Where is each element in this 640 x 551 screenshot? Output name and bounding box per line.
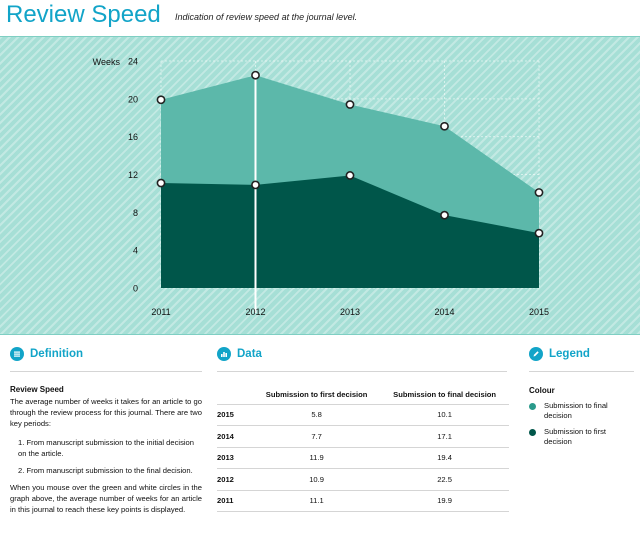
cell-final-decision: 22.5 bbox=[380, 468, 509, 491]
y-tick-label: 16 bbox=[128, 132, 138, 142]
legend-header: Legend bbox=[529, 345, 634, 363]
divider bbox=[217, 371, 507, 372]
cell-first-decision: 11.9 bbox=[253, 447, 381, 469]
y-tick-label: 20 bbox=[128, 94, 138, 104]
cell-final-decision: 19.9 bbox=[380, 490, 509, 512]
y-tick-label: 24 bbox=[128, 57, 138, 67]
definition-header: Definition bbox=[10, 345, 202, 363]
column-header: Submission to first decision bbox=[253, 385, 381, 405]
table-row: 2012 10.9 22.5 bbox=[217, 468, 509, 491]
point-final-decision bbox=[534, 188, 544, 197]
cell-first-decision: 11.1 bbox=[253, 490, 381, 512]
pencil-icon bbox=[529, 347, 543, 361]
cell-final-decision: 19.4 bbox=[380, 447, 509, 469]
divider bbox=[10, 371, 202, 372]
row-year: 2015 bbox=[217, 404, 253, 426]
table-row: 2013 11.9 19.4 bbox=[217, 447, 509, 469]
cell-first-decision: 10.9 bbox=[253, 468, 381, 491]
row-year: 2014 bbox=[217, 425, 253, 448]
definition-list: 1. From manuscript submission to the ini… bbox=[10, 437, 202, 476]
legend-colour-label: Colour bbox=[529, 386, 555, 395]
row-year: 2012 bbox=[217, 468, 253, 491]
definition-footer: When you mouse over the green and white … bbox=[10, 483, 202, 514]
chart-area: 0 4 8 12 16 20 24 Weeks 2011 2012 2013 2014 2015 bbox=[0, 36, 640, 335]
y-tick-label: 8 bbox=[133, 208, 138, 218]
header: Review Speed Indication of review speed … bbox=[0, 0, 640, 36]
point-first-decision bbox=[534, 228, 544, 238]
cell-final-decision: 10.1 bbox=[380, 404, 509, 426]
row-year: 2011 bbox=[217, 490, 253, 512]
point-first-decision bbox=[251, 180, 260, 190]
table-row: 2014 7.7 17.1 bbox=[217, 425, 509, 448]
data-header: Data bbox=[217, 345, 507, 363]
list-icon bbox=[10, 347, 24, 361]
legend-label: Submission to final decision bbox=[544, 401, 608, 420]
legend-item-final: Submission to final decision bbox=[529, 401, 634, 421]
point-final-decision bbox=[251, 70, 260, 80]
page-title: Review Speed bbox=[6, 1, 161, 28]
table-header-row: Submission to first decision Submission … bbox=[217, 385, 509, 405]
legend-title: Legend bbox=[549, 348, 590, 360]
table-row: 2011 11.1 19.9 bbox=[217, 490, 509, 512]
legend-panel: Legend Colour Submission to final decisi… bbox=[529, 345, 634, 447]
x-tick-label: 2013 bbox=[340, 307, 360, 317]
definition-title: Definition bbox=[30, 348, 84, 360]
y-tick-label: 4 bbox=[133, 246, 138, 256]
review-speed-chart: 0 4 8 12 16 20 24 Weeks 2011 2012 2013 2014 2015 bbox=[93, 57, 549, 318]
definition-item: 1. From manuscript submission to the ini… bbox=[18, 438, 194, 458]
point-first-decision bbox=[156, 178, 166, 188]
row-year: 2013 bbox=[217, 447, 253, 469]
y-tick-label: 12 bbox=[128, 170, 138, 180]
x-tick-label: 2012 bbox=[245, 307, 265, 317]
definition-heading: Review Speed bbox=[10, 385, 64, 394]
point-final-decision bbox=[440, 121, 449, 131]
x-tick-label: 2011 bbox=[151, 307, 170, 317]
cell-first-decision: 5.8 bbox=[253, 404, 381, 426]
cell-first-decision: 7.7 bbox=[253, 425, 381, 448]
data-table: Submission to first decision Submission … bbox=[217, 385, 509, 512]
y-tick-label: 0 bbox=[133, 284, 138, 294]
column-header bbox=[217, 385, 253, 405]
cell-final-decision: 17.1 bbox=[380, 425, 509, 448]
legend-item-first: Submission to first decision bbox=[529, 427, 634, 447]
point-final-decision bbox=[156, 95, 166, 105]
definition-panel: Definition Review Speed The average numb… bbox=[10, 345, 202, 515]
table-row: 2015 5.8 10.1 bbox=[217, 404, 509, 426]
legend-label: Submission to first decision bbox=[544, 427, 607, 446]
bar-chart-icon bbox=[217, 347, 231, 361]
definition-text: The average number of weeks it takes for… bbox=[10, 397, 202, 428]
data-panel: Data Submission to first decision Submis… bbox=[217, 345, 509, 512]
page-subtitle: Indication of review speed at the journa… bbox=[175, 12, 358, 22]
column-header: Submission to final decision bbox=[380, 385, 509, 405]
y-axis-label: Weeks bbox=[93, 57, 121, 67]
definition-item: 2. From manuscript submission to the fin… bbox=[18, 466, 193, 475]
legend-swatch bbox=[529, 403, 536, 410]
point-first-decision bbox=[345, 171, 355, 180]
data-title: Data bbox=[237, 348, 262, 360]
x-tick-label: 2015 bbox=[529, 307, 549, 317]
point-final-decision bbox=[345, 100, 355, 109]
x-tick-label: 2014 bbox=[434, 307, 454, 317]
legend-swatch bbox=[529, 429, 536, 436]
divider bbox=[529, 371, 634, 372]
point-first-decision bbox=[440, 210, 449, 220]
